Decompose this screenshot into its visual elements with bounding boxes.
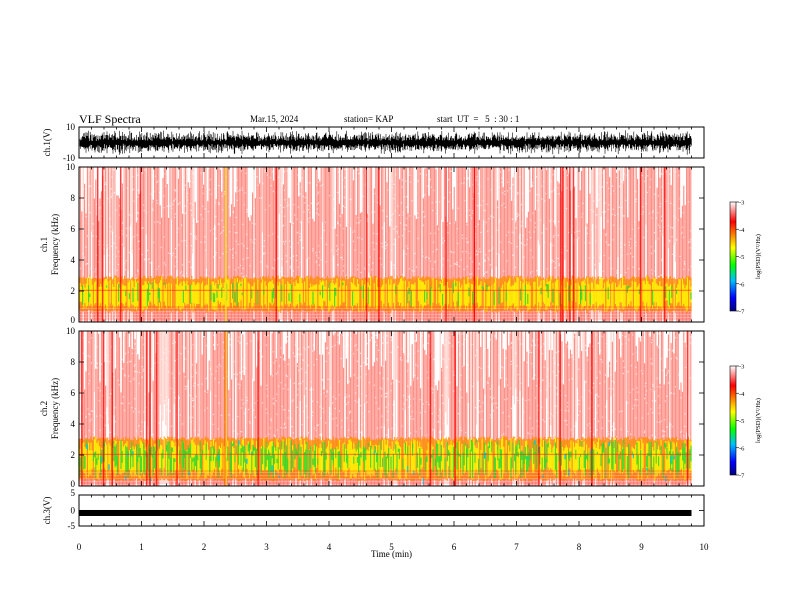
y-tick-label: 0 [71,479,76,489]
y-tick-label: -5 [68,521,76,531]
x-tick-label: 0 [77,542,82,552]
y-tick-label: 6 [71,224,76,234]
colorbar-ch2-tick-label: -3 [739,364,744,371]
x-axis-label: Time (min) [371,549,412,559]
ch1-cells [78,166,693,322]
ch1-texture-light [82,167,676,291]
y-tick-label: -10 [63,153,75,163]
y-tick-label: 8 [71,357,76,367]
ch1-channel-label: ch.1 [39,237,49,252]
chart-title: VLF Spectra [79,112,141,126]
colorbar-ch2-gradient [729,365,737,476]
y-tick-label: 6 [71,388,76,398]
x-tick-label: 3 [264,542,269,552]
station-label: station= KAP [344,114,394,124]
ch3-waveform-trace [79,509,692,516]
y-tick-label: 8 [71,193,76,203]
ch1-waveform-trace [79,130,692,155]
y-tick-label: 10 [66,122,76,132]
x-tick-label: 5 [389,542,394,552]
ch1-ylabel: Frequency (kHz) [50,214,60,275]
x-tick-label: 7 [514,542,519,552]
x-tick-label: 6 [452,542,457,552]
y-tick-label: 4 [71,255,76,265]
colorbar-ch1-tick-label: -3 [739,200,744,207]
y-tick-label: 10 [66,326,76,336]
colorbar-ch1-label: log(PSD)(V²/Hz) [755,234,762,279]
ch2-channel-label: ch.2 [39,401,49,416]
start-time-label: start UT = 5 : 30 : 1 [437,114,520,124]
colorbar-ch2-tick-label: -5 [739,418,744,425]
x-tick-label: 9 [639,542,644,552]
x-tick-label: 10 [700,542,710,552]
colorbar-ch1-tick-label: -6 [739,281,745,288]
y-tick-label: 4 [71,419,76,429]
ch2-ylabel: Frequency (kHz) [50,378,60,439]
y-tick-label: 5 [71,488,76,498]
colorbar-ch2-tick-label: -7 [739,473,745,480]
y-tick-label: 2 [71,286,76,296]
ch1-waveform-ylabel: ch.1(V) [42,129,52,157]
x-tick-label: 8 [577,542,582,552]
x-tick-label: 4 [327,542,332,552]
colorbar-ch2-label: log(PSD)(V²/Hz) [755,398,762,443]
colorbar-ch2-tick-label: -6 [739,445,745,452]
y-tick-label: 0 [71,506,76,516]
colorbar-ch1-tick-label: -5 [739,254,744,261]
date-label: Mar.15, 2024 [250,114,299,124]
colorbar-ch1-tick-label: -7 [739,309,745,316]
colorbar-ch1-gradient [729,201,737,312]
colorbar-ch2-tick-label: -4 [739,391,745,398]
colorbar-ch1-tick-label: -4 [739,227,745,234]
y-tick-label: 2 [71,450,76,460]
ch3-waveform-ylabel: ch.3(V) [42,497,52,525]
x-tick-label: 1 [139,542,144,552]
x-tick-label: 2 [202,542,207,552]
y-tick-label: 0 [71,315,76,325]
ch2-cells [78,330,693,486]
y-tick-label: 10 [66,162,76,172]
